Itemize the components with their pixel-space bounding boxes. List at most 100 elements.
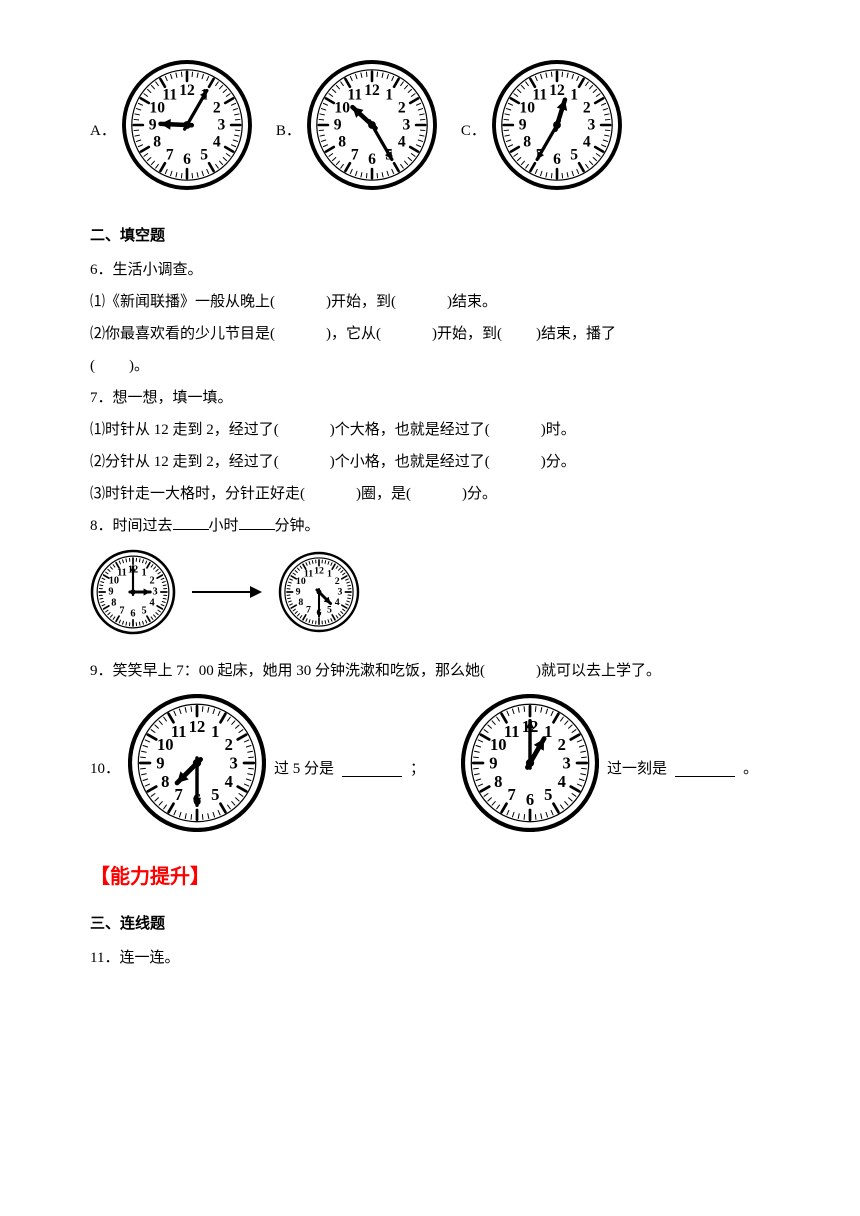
q10-mid1: 过 5 分是 — [274, 754, 334, 784]
q10-blank2[interactable] — [675, 761, 735, 777]
q10-semi: ； — [410, 754, 425, 784]
svg-text:3: 3 — [563, 754, 571, 773]
choice-a-label: A． — [90, 116, 116, 146]
svg-text:12: 12 — [189, 717, 206, 736]
svg-text:9: 9 — [296, 587, 301, 598]
q8-blank2[interactable] — [239, 514, 275, 530]
svg-text:3: 3 — [587, 117, 595, 134]
svg-text:11: 11 — [532, 87, 547, 104]
svg-text:9: 9 — [519, 117, 527, 134]
q10-mid2: 过一刻是 — [607, 754, 667, 784]
svg-text:3: 3 — [402, 117, 410, 134]
q6-l2b: )，它从( — [326, 326, 381, 342]
q7-l3c: )分。 — [462, 486, 497, 502]
choice-a: A． 123456789101112 — [90, 60, 252, 201]
choice-b: B． 123456789101112 — [276, 60, 437, 201]
q7-l2b: )个小格，也就是经过了( — [330, 454, 490, 470]
svg-text:2: 2 — [150, 575, 155, 586]
q7-l1b: )个大格，也就是经过了( — [330, 422, 490, 438]
svg-text:2: 2 — [213, 99, 221, 116]
svg-text:7: 7 — [175, 785, 183, 804]
q7-blank6[interactable] — [411, 486, 462, 502]
q6-title: 6．生活小调查。 — [90, 255, 770, 285]
q7-blank4[interactable] — [490, 454, 541, 470]
q6-blank5[interactable] — [502, 326, 536, 342]
q7-l3b: )圈，是( — [356, 486, 411, 502]
svg-text:5: 5 — [141, 606, 146, 617]
svg-text:2: 2 — [398, 99, 406, 116]
q6-line3: ( )。 — [90, 351, 770, 381]
q6-blank6[interactable] — [95, 358, 129, 374]
svg-text:5: 5 — [200, 146, 208, 163]
svg-text:3: 3 — [337, 587, 342, 598]
svg-text:11: 11 — [504, 722, 520, 741]
q10-clock-2: 123456789101112 — [461, 694, 599, 843]
q7-l2a: ⑵分针从 12 走到 2，经过了( — [90, 454, 279, 470]
svg-text:11: 11 — [304, 568, 313, 579]
svg-text:7: 7 — [306, 605, 311, 616]
svg-text:12: 12 — [364, 82, 380, 99]
q7-line1: ⑴时针从 12 走到 2，经过了( )个大格，也就是经过了( )时。 — [90, 415, 770, 445]
svg-text:11: 11 — [347, 87, 362, 104]
q8-mid2: 分钟。 — [275, 518, 320, 534]
svg-text:1: 1 — [327, 568, 332, 579]
svg-text:6: 6 — [183, 151, 191, 168]
q8-pre: 8．时间过去 — [90, 518, 173, 534]
svg-text:3: 3 — [230, 754, 238, 773]
svg-text:4: 4 — [558, 772, 566, 791]
svg-text:12: 12 — [179, 82, 195, 99]
svg-text:7: 7 — [351, 146, 359, 163]
q9-blank[interactable] — [485, 663, 536, 679]
q7-blank5[interactable] — [305, 486, 356, 502]
q10-clock-1: 123456789101112 — [128, 694, 266, 843]
svg-text:9: 9 — [489, 754, 497, 773]
ability-title: 能力提升 — [90, 857, 770, 897]
q9-text: 9．笑笑早上 7：00 起床，她用 30 分钟洗漱和吃饭，那么她( — [90, 663, 485, 679]
svg-text:8: 8 — [153, 134, 161, 151]
svg-text:5: 5 — [570, 146, 578, 163]
q10-period: 。 — [743, 754, 758, 784]
q8-clock-row: 123456789101112 123456789101112 — [90, 549, 770, 646]
q10-row: 10． 123456789101112 过 5 分是； 123456789101… — [90, 694, 770, 843]
svg-text:7: 7 — [119, 606, 124, 617]
q11-text: 11．连一连。 — [90, 943, 770, 973]
svg-text:4: 4 — [150, 598, 155, 609]
q7-l1c: )时。 — [541, 422, 576, 438]
q6-blank4[interactable] — [381, 326, 432, 342]
svg-text:1: 1 — [211, 722, 219, 741]
q6-blank3[interactable] — [275, 326, 326, 342]
svg-text:8: 8 — [494, 772, 502, 791]
q6-blank1[interactable] — [275, 294, 326, 310]
svg-text:5: 5 — [544, 785, 552, 804]
q6-l2c: )开始，到( — [432, 326, 502, 342]
q7-blank2[interactable] — [490, 422, 541, 438]
q6-line2: ⑵你最喜欢看的少儿节目是( )，它从( )开始，到( )结束，播了 — [90, 319, 770, 349]
q6-blank2[interactable] — [396, 294, 447, 310]
q7-l2c: )分。 — [541, 454, 576, 470]
section-3-title: 三、连线题 — [90, 909, 770, 939]
svg-text:11: 11 — [117, 567, 127, 578]
svg-text:4: 4 — [225, 772, 233, 791]
q7-blank3[interactable] — [279, 454, 330, 470]
svg-text:12: 12 — [314, 566, 324, 577]
q6-line1: ⑴《新闻联播》一般从晚上( )开始，到( )结束。 — [90, 287, 770, 317]
q7-line3: ⑶时针走一大格时，分针正好走( )圈，是( )分。 — [90, 479, 770, 509]
svg-text:8: 8 — [523, 134, 531, 151]
clock-b: 123456789101112 — [307, 60, 437, 201]
svg-text:8: 8 — [298, 597, 303, 608]
q6-l2a: ⑵你最喜欢看的少儿节目是( — [90, 326, 275, 342]
q7-title: 7．想一想，填一填。 — [90, 383, 770, 413]
svg-text:2: 2 — [558, 735, 566, 754]
svg-text:6: 6 — [526, 790, 534, 809]
svg-text:3: 3 — [217, 117, 225, 134]
svg-text:6: 6 — [368, 151, 376, 168]
choice-b-label: B． — [276, 116, 301, 146]
svg-text:5: 5 — [211, 785, 219, 804]
q7-l3a: ⑶时针走一大格时，分针正好走( — [90, 486, 305, 502]
q7-blank1[interactable] — [279, 422, 330, 438]
svg-text:2: 2 — [335, 576, 340, 587]
q10-blank1[interactable] — [342, 761, 402, 777]
svg-text:4: 4 — [398, 134, 406, 151]
svg-text:7: 7 — [166, 146, 174, 163]
q8-blank1[interactable] — [173, 514, 209, 530]
